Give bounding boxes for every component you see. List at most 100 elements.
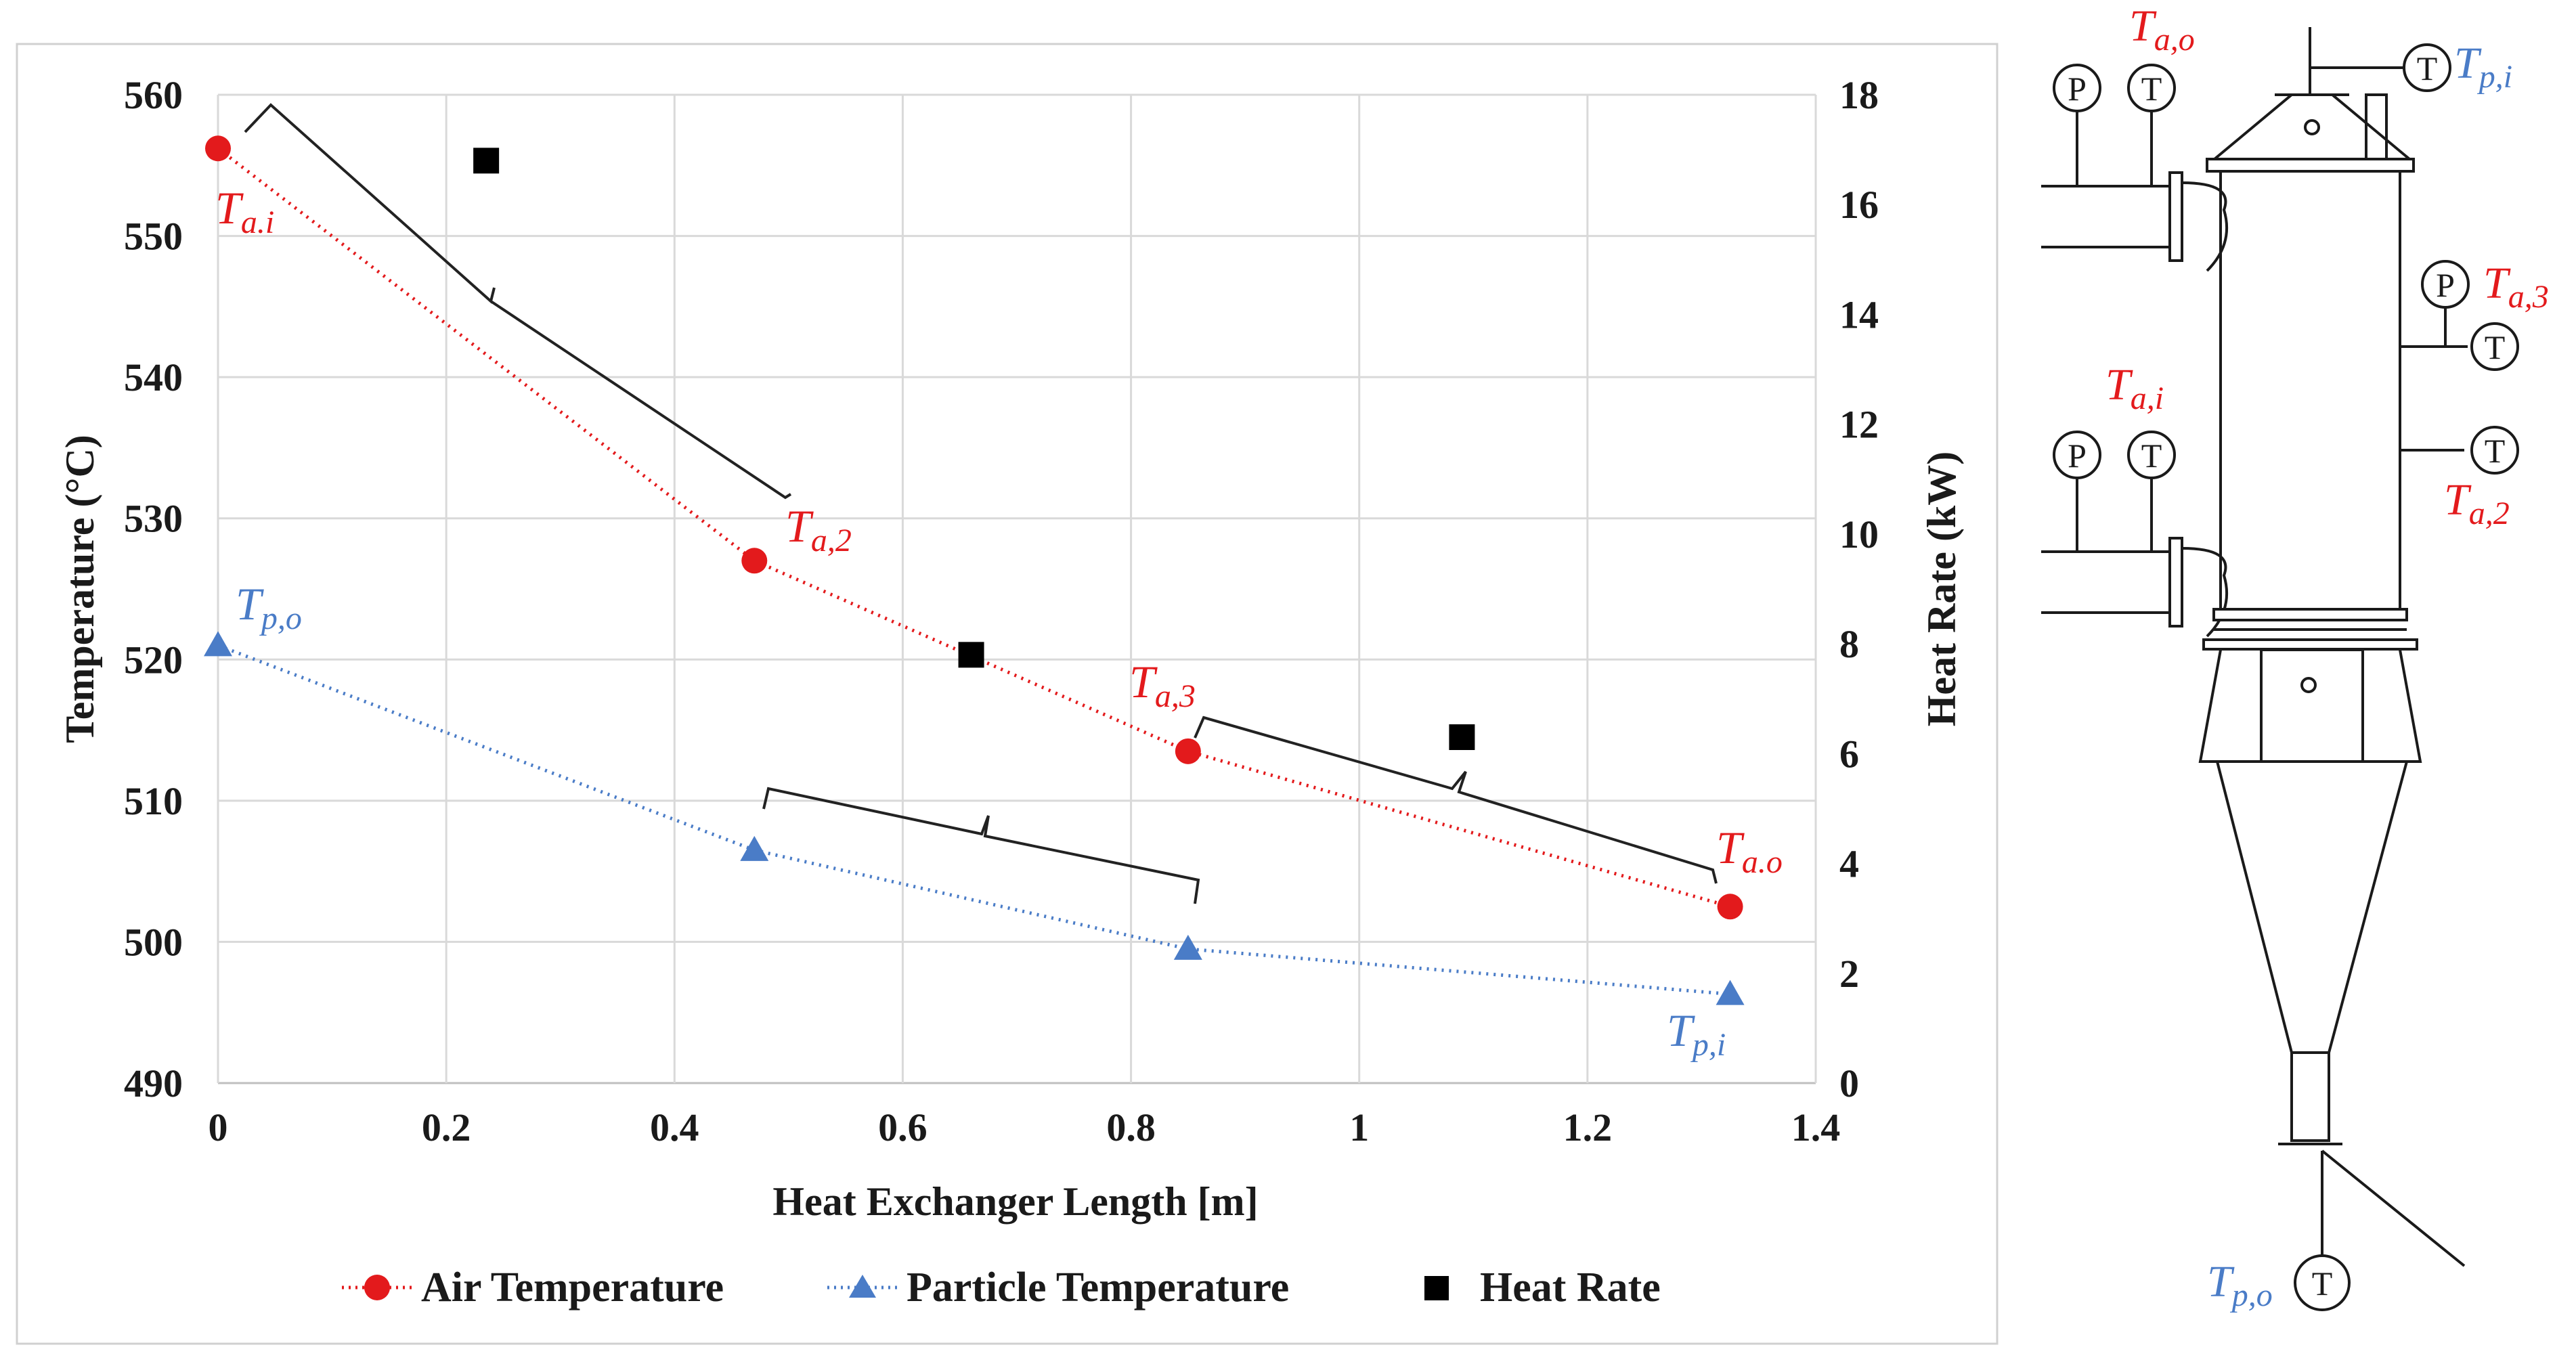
gauge-p-lower: P xyxy=(2053,431,2101,479)
y-tick-label: 490 xyxy=(124,1061,183,1105)
annotation-air-out: Ta.o xyxy=(1716,822,1783,880)
schematic-hood-port xyxy=(2304,119,2320,135)
annotation-particle-out: Tp,o xyxy=(236,578,302,636)
legend-heat-marker xyxy=(1424,1276,1449,1300)
schematic-lower-flange-2 xyxy=(2202,638,2418,651)
diagram-label-t-p-i: Tp,i xyxy=(2454,39,2512,95)
y-tick-label: 500 xyxy=(124,920,183,964)
gauge-t-lower: T xyxy=(2127,431,2176,479)
y2-tick-label: 0 xyxy=(1839,1061,1859,1105)
gauge-p-side-letter: P xyxy=(2436,266,2455,304)
schematic-lower-pipe-flange xyxy=(2168,537,2183,628)
legend-particle-label: Particle Temperature xyxy=(907,1264,1289,1311)
y-tick-label: 510 xyxy=(124,779,183,823)
heat-exchanger-schematic xyxy=(2041,27,2468,1267)
y2-tick-label: 12 xyxy=(1839,403,1879,447)
gauge-p-upper-circle xyxy=(2053,64,2101,112)
legend-item-air: Air Temperature xyxy=(342,1264,724,1311)
diagram-label-t-a-2: Ta,2 xyxy=(2444,475,2510,531)
y-tick-label: 560 xyxy=(124,73,183,117)
y-tick-label: 520 xyxy=(124,638,183,682)
schematic-frustum-port xyxy=(2300,677,2317,693)
bracket-particle-segment xyxy=(762,787,1200,904)
gauge-t-side-2-letter: T xyxy=(2485,432,2506,470)
gauge-p-upper: P xyxy=(2053,64,2101,112)
x-tick-label: 0.4 xyxy=(650,1105,699,1149)
gauge-t-bottom: T xyxy=(2294,1254,2351,1311)
tick-labels: 490 500 510 520 530 540 550 560 0 0.2 0.4 0.6 0.8 1 1.… xyxy=(124,73,1879,1149)
series-marks xyxy=(204,135,1745,1005)
heat-rate-point xyxy=(473,148,500,174)
gauge-t-lower-letter: T xyxy=(2141,437,2162,475)
legend-air-marker xyxy=(364,1275,390,1300)
y2-tick-label: 4 xyxy=(1839,842,1859,886)
schematic-frustum xyxy=(2198,649,2422,763)
bracket-air-segment-2 xyxy=(1194,716,1718,884)
gauge-t-side-2-circle xyxy=(2470,426,2519,475)
particle-temp-point xyxy=(1716,980,1745,1005)
gauge-t-top: T xyxy=(2403,43,2451,92)
y-tick-label: 550 xyxy=(124,215,183,259)
schematic-frustum-box xyxy=(2260,648,2364,763)
schematic-lower-flange-1 xyxy=(2212,608,2408,621)
y2-tick-label: 10 xyxy=(1839,512,1879,556)
diagram-label-t-a-o: Ta,o xyxy=(2129,1,2195,58)
gauges: P T T P T P T T xyxy=(2053,43,2519,1311)
x-tick-label: 0 xyxy=(209,1105,228,1149)
gauge-p-side-circle xyxy=(2421,260,2470,309)
gauge-t-top-letter: T xyxy=(2417,49,2438,87)
y2-tick-label: 2 xyxy=(1839,952,1859,996)
gauge-p-upper-letter: P xyxy=(2068,70,2087,108)
y-axis-title: Temperature (°C) xyxy=(58,435,102,743)
x-tick-label: 1.2 xyxy=(1563,1105,1613,1149)
particle-temp-point xyxy=(740,835,769,861)
air-temp-point xyxy=(205,135,231,162)
gauge-t-top-circle xyxy=(2403,43,2451,92)
annotation-air-in: Ta.i xyxy=(215,182,274,240)
diagram-label-t-a-3: Ta,3 xyxy=(2483,259,2549,315)
annotation-air-2: Ta,2 xyxy=(785,500,852,558)
gauge-t-bottom-circle xyxy=(2294,1254,2351,1311)
gauge-t-lower-circle xyxy=(2127,431,2176,479)
y-tick-label: 540 xyxy=(124,355,183,399)
gauge-t-upper-circle xyxy=(2127,64,2176,112)
legend-air-label: Air Temperature xyxy=(421,1264,724,1311)
y-tick-label: 530 xyxy=(124,497,183,541)
y2-tick-label: 14 xyxy=(1839,292,1879,336)
air-temp-point xyxy=(741,548,768,574)
x-tick-label: 1 xyxy=(1349,1105,1369,1149)
x-tick-label: 0.2 xyxy=(422,1105,471,1149)
air-temp-point xyxy=(1717,894,1743,920)
legend-heat-label: Heat Rate xyxy=(1480,1264,1661,1311)
gauge-t-upper-letter: T xyxy=(2141,70,2162,108)
schematic-outlet-lead xyxy=(2321,1149,2466,1267)
heat-rate-point xyxy=(1449,724,1475,750)
y2-tick-label: 16 xyxy=(1839,183,1879,227)
schematic-upper-pipe-flange xyxy=(2168,171,2183,262)
schematic-shell xyxy=(2219,170,2401,613)
particle-temp-point xyxy=(1173,934,1202,960)
gauge-t-side-3: T xyxy=(2470,322,2519,371)
gridlines xyxy=(217,93,1817,1084)
schematic-cone xyxy=(2216,761,2408,1054)
particle-temp-point xyxy=(204,631,232,657)
gauge-t-bottom-letter: T xyxy=(2312,1264,2333,1302)
legend: Air Temperature Particle Temperature Hea… xyxy=(342,1264,1661,1311)
gauge-t-side-2: T xyxy=(2470,426,2519,475)
y2-tick-label: 8 xyxy=(1839,622,1859,666)
gauge-t-side-3-letter: T xyxy=(2485,328,2506,366)
x-tick-label: 0.6 xyxy=(878,1105,927,1149)
schematic-upper-flange xyxy=(2206,158,2415,173)
bracket-air-segment-1 xyxy=(244,103,792,500)
x-axis-title: Heat Exchanger Length [m] xyxy=(772,1179,1258,1224)
y2-tick-label: 6 xyxy=(1839,732,1859,776)
legend-item-heat: Heat Rate xyxy=(1424,1264,1661,1311)
diagram-label-t-a-i: Ta,i xyxy=(2105,360,2164,416)
gauge-p-lower-letter: P xyxy=(2068,437,2087,475)
annotation-air-3: Ta,3 xyxy=(1129,656,1196,714)
y2-axis-title: Heat Rate (kW) xyxy=(1919,452,1964,727)
gauge-p-lower-circle xyxy=(2053,431,2101,479)
gauge-t-side-3-circle xyxy=(2470,322,2519,371)
gauge-p-side: P xyxy=(2421,260,2470,309)
